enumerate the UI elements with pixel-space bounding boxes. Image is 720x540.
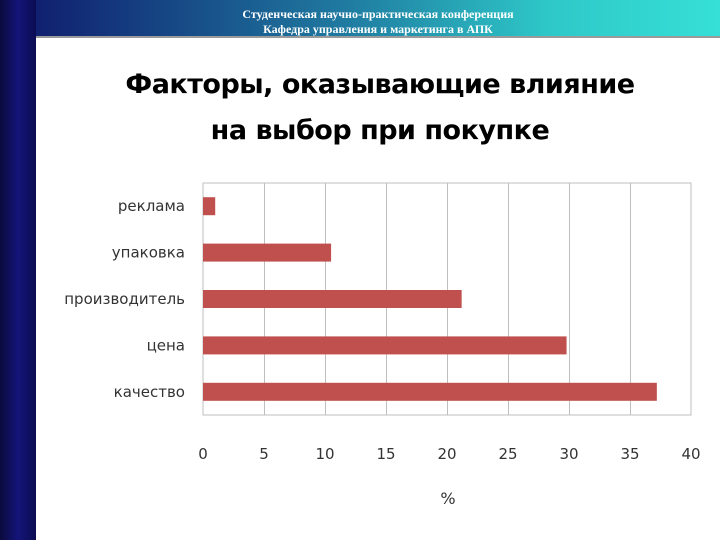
x-tick-label: 25: [498, 445, 517, 463]
category-label: производитель: [64, 290, 185, 308]
conference-title: Студенческая научно-практическая конфере…: [242, 7, 514, 21]
chart-title-line1: Факторы, оказывающие влияние: [125, 69, 635, 100]
bar: [203, 243, 332, 262]
x-tick-label: 35: [620, 445, 639, 463]
bar: [203, 336, 567, 355]
x-tick-label: 0: [198, 445, 208, 463]
x-tick-label: 15: [376, 445, 395, 463]
left-decorative-stripe: [0, 0, 36, 540]
category-label: упаковка: [112, 244, 185, 262]
x-tick-label: 20: [437, 445, 456, 463]
bar: [203, 290, 462, 308]
bar: [203, 382, 657, 401]
chart-title-line2: на выбор при покупке: [210, 115, 550, 146]
department-title: Кафедра управления и маркетинга в АПК: [263, 22, 493, 36]
category-label: качество: [114, 383, 185, 401]
header-band: Студенческая научно-практическая конфере…: [36, 0, 720, 36]
category-label: реклама: [118, 197, 185, 215]
x-tick-label: 40: [681, 445, 700, 463]
x-axis-label: %: [440, 489, 455, 508]
x-tick-label: 10: [315, 445, 334, 463]
x-tick-label: 30: [559, 445, 578, 463]
header-divider: [36, 36, 720, 38]
x-tick-label: 5: [259, 445, 269, 463]
category-label: цена: [147, 336, 185, 354]
chart-title: Факторы, оказывающие влияние на выбор пр…: [80, 62, 680, 154]
bar: [203, 197, 216, 216]
